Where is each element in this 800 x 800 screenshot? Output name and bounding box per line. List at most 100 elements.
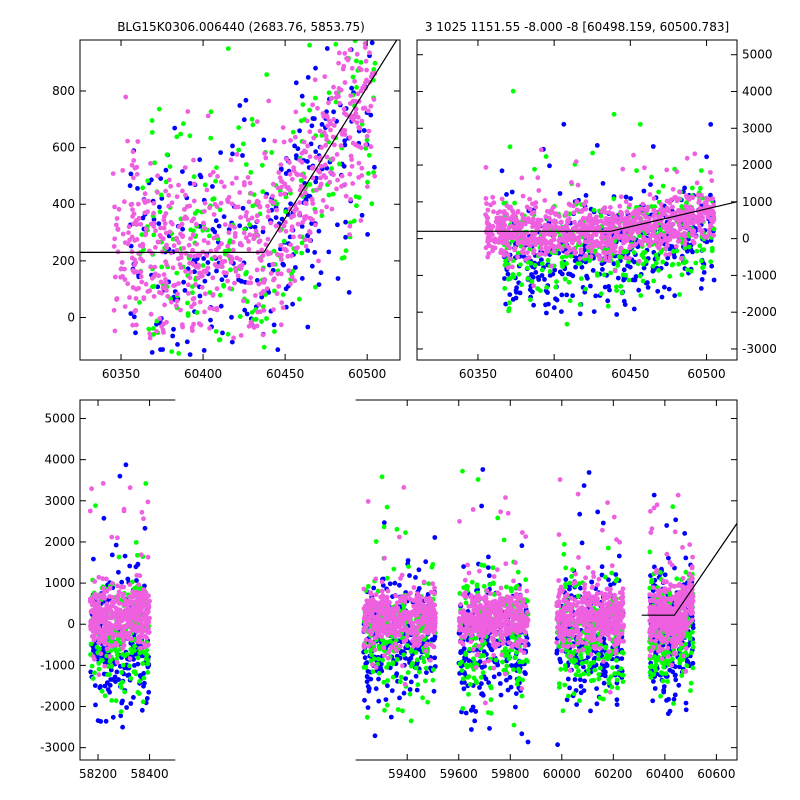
data-point-green — [200, 263, 206, 268]
data-point-blue — [593, 293, 599, 299]
data-point-green — [413, 650, 419, 655]
data-point-pink — [202, 291, 208, 297]
data-point-pink — [274, 207, 279, 213]
data-point-green — [217, 292, 223, 298]
data-point-blue — [349, 85, 354, 91]
data-point-pink — [362, 45, 368, 50]
data-point-blue — [271, 322, 277, 328]
data-point-blue — [672, 293, 678, 299]
data-point-pink — [112, 236, 118, 242]
data-point-pink — [229, 181, 235, 186]
data-point-pink — [599, 233, 605, 239]
data-point-pink — [575, 182, 581, 188]
data-point-blue — [661, 684, 667, 689]
data-point-blue — [581, 483, 587, 488]
data-point-pink — [655, 236, 660, 241]
data-point-blue — [667, 708, 673, 714]
data-point-green — [614, 677, 620, 683]
data-point-blue — [539, 257, 544, 263]
data-point-pink — [281, 223, 287, 229]
data-point-green — [698, 168, 704, 174]
data-point-green — [164, 152, 170, 158]
data-point-pink — [557, 238, 562, 243]
data-point-pink — [254, 323, 260, 329]
data-point-pink — [190, 232, 196, 238]
data-point-blue — [124, 705, 129, 710]
data-point-blue — [507, 292, 513, 297]
data-point-green — [94, 644, 100, 650]
data-point-pink — [176, 182, 181, 188]
data-point-pink — [258, 258, 264, 263]
data-point-blue — [704, 154, 709, 160]
data-point-green — [596, 672, 602, 677]
data-point-green — [564, 321, 570, 327]
data-point-pink — [178, 255, 184, 260]
data-point-blue — [486, 554, 491, 560]
data-point-green — [353, 194, 359, 200]
y-tick-label: -1000 — [742, 268, 777, 282]
data-point-green — [502, 286, 508, 291]
data-point-blue — [261, 137, 267, 143]
data-point-blue — [615, 275, 621, 281]
data-point-pink — [531, 209, 537, 215]
data-point-pink — [188, 253, 193, 259]
data-point-pink — [569, 180, 574, 185]
data-point-pink — [130, 207, 135, 213]
data-point-pink — [581, 215, 586, 221]
data-point-pink — [226, 230, 232, 236]
data-point-green — [525, 276, 531, 281]
data-point-green — [649, 174, 654, 180]
data-point-pink — [639, 242, 645, 248]
data-point-green — [516, 271, 522, 277]
data-point-pink — [263, 155, 269, 161]
data-point-pink — [623, 199, 629, 205]
data-point-pink — [670, 221, 676, 227]
data-point-green — [339, 255, 345, 261]
data-point-green — [515, 678, 521, 683]
data-point-blue — [363, 661, 369, 667]
data-point-blue — [288, 201, 293, 207]
data-point-pink — [339, 173, 345, 179]
data-point-pink — [174, 247, 180, 253]
data-point-green — [693, 260, 699, 266]
data-point-pink — [210, 169, 216, 175]
data-point-pink — [248, 275, 254, 281]
data-point-pink — [238, 265, 244, 271]
data-point-pink — [363, 142, 369, 148]
data-point-pink — [148, 221, 154, 227]
x-tick-label: 60450 — [266, 367, 304, 381]
data-point-blue — [614, 312, 620, 317]
data-point-green — [181, 121, 186, 127]
data-point-pink — [622, 223, 628, 228]
data-point-pink — [169, 200, 175, 206]
data-point-pink — [313, 222, 318, 228]
data-point-pink — [122, 266, 127, 272]
data-point-green — [495, 515, 501, 521]
data-point-green — [585, 668, 591, 673]
data-point-pink — [492, 245, 498, 251]
data-point-blue — [499, 168, 505, 174]
data-point-pink — [609, 237, 615, 242]
data-point-green — [307, 182, 313, 187]
data-point-pink — [271, 276, 277, 282]
data-point-green — [465, 675, 471, 680]
data-point-green — [612, 671, 618, 676]
data-point-green — [490, 580, 496, 586]
data-point-pink — [247, 232, 253, 238]
data-point-blue — [519, 543, 525, 549]
data-point-blue — [181, 279, 187, 285]
data-point-green — [272, 329, 277, 334]
data-point-green — [467, 646, 473, 652]
data-point-green — [568, 253, 574, 259]
data-point-blue — [172, 125, 178, 131]
data-point-pink — [538, 217, 544, 223]
data-point-blue — [313, 179, 319, 185]
data-point-pink — [225, 199, 231, 205]
data-point-pink — [211, 235, 217, 241]
data-point-green — [365, 179, 370, 185]
data-point-green — [506, 306, 512, 311]
data-point-pink — [353, 142, 359, 148]
data-point-pink — [142, 210, 148, 216]
data-point-green — [576, 668, 581, 674]
data-point-blue — [214, 268, 219, 274]
